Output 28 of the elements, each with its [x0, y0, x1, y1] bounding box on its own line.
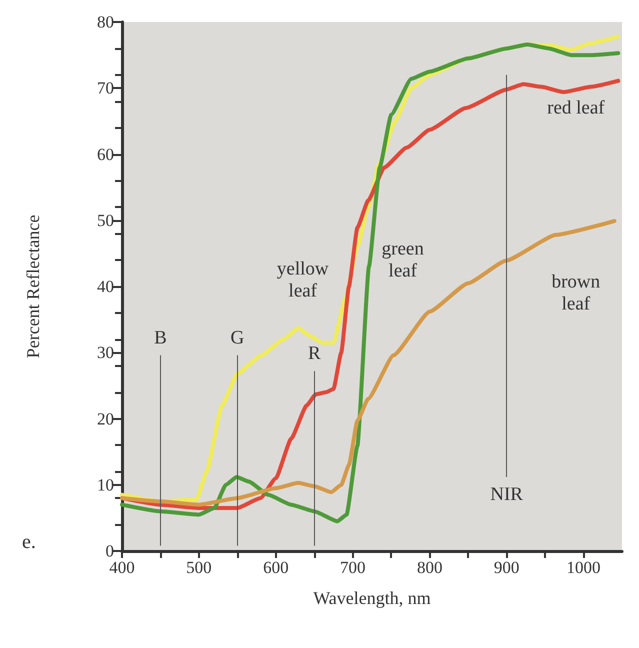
x-tick-label: 1000	[566, 558, 601, 577]
line-series	[120, 219, 616, 507]
y-axis-title: Percent Reflectance	[23, 214, 43, 358]
y-tick-label: 10	[97, 475, 114, 494]
y-tick-label: 30	[97, 343, 114, 362]
ref-line-label: G	[230, 327, 245, 348]
y-tick-label: 50	[97, 210, 114, 230]
series-label: yellow leaf	[276, 258, 329, 302]
x-tick-label: 700	[340, 558, 366, 577]
x-tick-label: 800	[416, 558, 442, 577]
series-label: red leaf	[547, 97, 606, 118]
text: e.	[22, 531, 36, 553]
x-tick-label: 400	[109, 558, 135, 577]
x-tick-label: 600	[263, 558, 289, 577]
y-tick-label: 80	[97, 12, 114, 32]
x-axis-title: Wavelength, nm	[313, 588, 431, 608]
y-tick-label: 70	[97, 78, 114, 98]
series-label: brown leaf	[552, 272, 601, 315]
x-tick-label: 500	[186, 558, 212, 577]
y-tick-label: 20	[97, 409, 114, 428]
ref-line-label: NIR	[490, 484, 524, 505]
y-tick-label: 0	[106, 542, 114, 560]
x-tick-label: 900	[494, 558, 520, 577]
series-label: green leaf	[382, 238, 424, 282]
ref-line-label: R	[308, 343, 321, 364]
y-tick-label: 40	[97, 277, 114, 296]
y-tick-label: 60	[97, 144, 114, 164]
ref-line-label: B	[154, 327, 167, 348]
